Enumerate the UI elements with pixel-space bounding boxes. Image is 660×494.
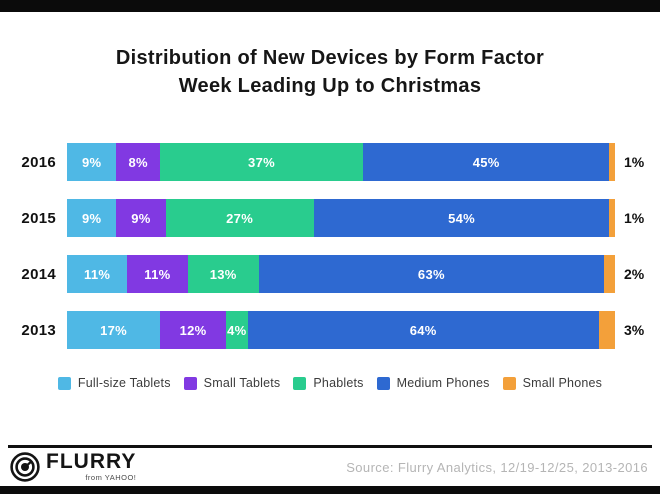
bar-segment-medium-phones-2015: 54% — [313, 199, 610, 237]
bar-segment-full-size-tablets-2014: 11% — [67, 255, 128, 293]
legend-item-small-phones: Small Phones — [502, 376, 603, 390]
bar-segment-small-phones-2014 — [604, 255, 615, 293]
bar-segment-small-tablets-2016: 8% — [116, 143, 161, 181]
bottom-black-strip — [0, 486, 660, 494]
bar-segment-full-size-tablets-2015: 9% — [67, 199, 117, 237]
bar-segment-phablets-2016: 37% — [160, 143, 363, 181]
bar-track-2013: 17% 12% 4% 64% — [67, 311, 615, 349]
bar-segment-small-phones-2015 — [609, 199, 615, 237]
bar-segment-phablets-2014: 13% — [187, 255, 259, 293]
chart-row-2016: 2016 9% 8% 37% 45% 1% — [2, 143, 660, 181]
legend-item-small-tablets: Small Tablets — [183, 376, 281, 390]
chart-row-2013: 2013 17% 12% 4% 64% 3% — [2, 311, 660, 349]
legend-item-medium-phones: Medium Phones — [376, 376, 490, 390]
stacked-bar-chart: 2016 9% 8% 37% 45% 1% 2015 9% 9% 27% 54% 1% 2014 11% 1… — [0, 143, 660, 349]
legend-swatch-full-size-tablets — [57, 376, 71, 390]
outside-value-label-2016: 1% — [624, 154, 645, 170]
bar-segment-medium-phones-2013: 64% — [247, 311, 599, 349]
source-attribution: Source: Flurry Analytics, 12/19-12/25, 2… — [346, 459, 648, 475]
legend-label-full-size-tablets: Full-size Tablets — [77, 376, 171, 390]
category-label-2014: 2014 — [21, 265, 56, 283]
outside-value-label-2015: 1% — [624, 210, 645, 226]
legend-swatch-small-phones — [502, 376, 516, 390]
bar-segment-phablets-2015: 27% — [165, 199, 314, 237]
flurry-logo: FLURRY from YAHOO! — [8, 450, 137, 482]
legend-label-phablets: Phablets — [313, 376, 364, 390]
category-label-2015: 2015 — [21, 209, 56, 227]
category-label-2013: 2013 — [21, 321, 56, 339]
bar-segment-medium-phones-2014: 63% — [258, 255, 604, 293]
bar-segment-small-tablets-2013: 12% — [160, 311, 226, 349]
bar-track-2016: 9% 8% 37% 45% — [67, 143, 615, 181]
outside-value-label-2013: 3% — [624, 322, 645, 338]
legend-label-medium-phones: Medium Phones — [396, 376, 490, 390]
bar-segment-small-phones-2013 — [598, 311, 615, 349]
legend-swatch-phablets — [293, 376, 307, 390]
footer: FLURRY from YAHOO! Source: Flurry Analyt… — [8, 445, 652, 486]
bar-segment-full-size-tablets-2016: 9% — [67, 143, 117, 181]
bar-segment-phablets-2013: 4% — [225, 311, 248, 349]
chart-title-line-1: Distribution of New Devices by Form Fact… — [115, 47, 545, 69]
outside-value-label-2014: 2% — [624, 266, 645, 282]
legend-item-full-size-tablets: Full-size Tablets — [57, 376, 171, 390]
chart-title: Distribution of New Devices by Form Fact… — [0, 44, 660, 100]
chart-row-2015: 2015 9% 9% 27% 54% 1% — [2, 199, 660, 237]
bar-segment-small-phones-2016 — [609, 143, 615, 181]
flurry-brand-text: FLURRY — [46, 450, 137, 473]
bar-track-2015: 9% 9% 27% 54% — [67, 199, 615, 237]
legend-item-phablets: Phablets — [293, 376, 363, 390]
bar-track-2014: 11% 11% 13% 63% — [67, 255, 615, 293]
bar-segment-small-tablets-2015: 9% — [116, 199, 166, 237]
chart-title-line-2: Week Leading Up to Christmas — [178, 75, 482, 97]
legend-label-small-tablets: Small Tablets — [203, 376, 281, 390]
legend-label-small-phones: Small Phones — [522, 376, 603, 390]
flurry-sub-brand-text: from YAHOO! — [85, 473, 137, 482]
category-label-2016: 2016 — [21, 153, 56, 171]
bar-segment-full-size-tablets-2013: 17% — [67, 311, 161, 349]
chart-legend: Full-size Tablets Small Tablets Phablets Me… — [0, 376, 660, 390]
bar-segment-small-tablets-2014: 11% — [127, 255, 188, 293]
bar-segment-medium-phones-2016: 45% — [362, 143, 610, 181]
top-black-strip — [0, 0, 660, 12]
chart-row-2014: 2014 11% 11% 13% 63% 2% — [2, 255, 660, 293]
flurry-target-icon — [10, 452, 40, 482]
legend-swatch-medium-phones — [376, 376, 390, 390]
flurry-logo-text: FLURRY from YAHOO! — [46, 450, 137, 482]
legend-swatch-small-tablets — [183, 376, 197, 390]
